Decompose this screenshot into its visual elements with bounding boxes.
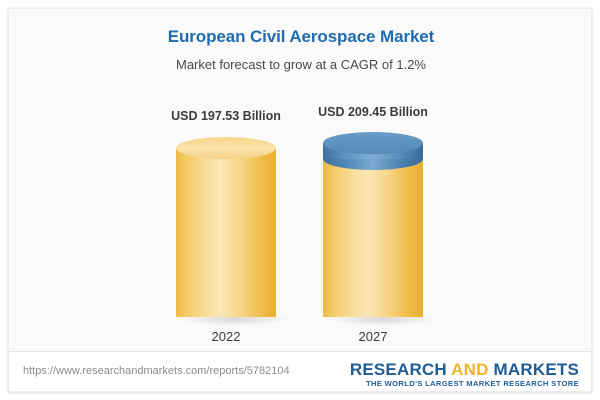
- cylinder-growth-segment-top-2027: [323, 132, 423, 154]
- logo-tagline: THE WORLD'S LARGEST MARKET RESEARCH STOR…: [365, 379, 579, 388]
- category-label-2027: 2027: [358, 329, 388, 344]
- cylinder-body-2022: [176, 148, 276, 317]
- logo-wordmark: RESEARCH AND MARKETS: [350, 360, 579, 379]
- logo-markets-text: MARKETS: [488, 360, 579, 379]
- footer-divider: [9, 351, 591, 352]
- category-label-2022: 2022: [211, 329, 241, 344]
- chart-title: European Civil Aerospace Market: [167, 27, 435, 46]
- chart-subtitle: Market forecast to grow at a CAGR of 1.2…: [176, 57, 426, 72]
- cylinder-body-base-segment-2027: [323, 159, 423, 317]
- research-and-markets-logo[interactable]: RESEARCH AND MARKETS THE WORLD'S LARGEST…: [350, 360, 579, 389]
- data-label-2027: USD 209.45 Billion: [318, 105, 428, 119]
- plot-area: USD 197.53 Billion 2022 USD 209.45 Billi…: [9, 9, 591, 354]
- report-url[interactable]: https://www.researchandmarkets.com/repor…: [23, 365, 290, 377]
- chart-card: European Civil Aerospace Market Market f…: [8, 8, 592, 392]
- logo-and-text: AND: [451, 360, 489, 379]
- data-label-2022: USD 197.53 Billion: [171, 109, 281, 123]
- logo-research-text: RESEARCH: [349, 360, 452, 379]
- cylinder-top-2022: [176, 137, 276, 159]
- footer: https://www.researchandmarkets.com/repor…: [9, 352, 591, 391]
